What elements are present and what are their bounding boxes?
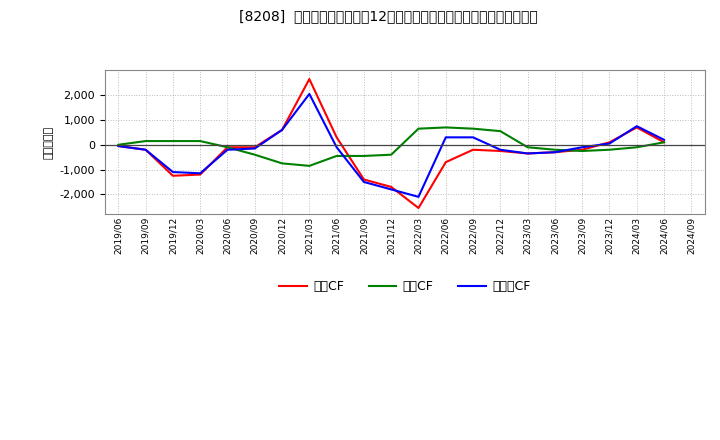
営業CF bbox=[551, 150, 559, 155]
フリーCF bbox=[496, 147, 505, 152]
フリーCF bbox=[278, 127, 287, 132]
フリーCF bbox=[223, 147, 232, 152]
投資CF bbox=[496, 128, 505, 134]
投資CF bbox=[523, 145, 532, 150]
投資CF bbox=[114, 142, 122, 147]
営業CF bbox=[660, 139, 668, 145]
投資CF bbox=[168, 139, 177, 144]
フリーCF bbox=[251, 146, 259, 151]
営業CF bbox=[278, 127, 287, 132]
Line: フリーCF: フリーCF bbox=[118, 94, 664, 197]
フリーCF bbox=[606, 141, 614, 146]
投資CF bbox=[632, 145, 641, 150]
営業CF bbox=[359, 177, 368, 182]
投資CF bbox=[196, 139, 204, 144]
フリーCF bbox=[141, 147, 150, 152]
営業CF bbox=[632, 125, 641, 130]
Text: [8208]  キャッシュフローの12か月移動合計の対前年同期増減額の推移: [8208] キャッシュフローの12か月移動合計の対前年同期増減額の推移 bbox=[240, 9, 538, 23]
営業CF bbox=[223, 145, 232, 150]
営業CF bbox=[333, 135, 341, 140]
フリーCF bbox=[551, 150, 559, 155]
投資CF bbox=[606, 147, 614, 152]
営業CF bbox=[141, 147, 150, 152]
投資CF bbox=[251, 152, 259, 158]
投資CF bbox=[441, 125, 450, 130]
フリーCF bbox=[469, 135, 477, 140]
投資CF bbox=[551, 147, 559, 152]
営業CF bbox=[387, 184, 395, 190]
営業CF bbox=[606, 139, 614, 145]
投資CF bbox=[387, 152, 395, 158]
フリーCF bbox=[578, 145, 587, 150]
投資CF bbox=[359, 153, 368, 158]
フリーCF bbox=[523, 151, 532, 156]
Y-axis label: （百万円）: （百万円） bbox=[44, 126, 54, 159]
フリーCF bbox=[114, 143, 122, 149]
フリーCF bbox=[387, 187, 395, 192]
投資CF bbox=[141, 139, 150, 144]
営業CF bbox=[469, 147, 477, 152]
営業CF bbox=[578, 147, 587, 152]
Legend: 営業CF, 投資CF, フリーCF: 営業CF, 投資CF, フリーCF bbox=[274, 275, 536, 298]
営業CF bbox=[196, 172, 204, 177]
投資CF bbox=[223, 145, 232, 150]
フリーCF bbox=[441, 135, 450, 140]
フリーCF bbox=[196, 171, 204, 176]
営業CF bbox=[168, 173, 177, 178]
フリーCF bbox=[632, 124, 641, 129]
投資CF bbox=[414, 126, 423, 131]
フリーCF bbox=[414, 194, 423, 199]
投資CF bbox=[333, 153, 341, 158]
営業CF bbox=[251, 145, 259, 150]
投資CF bbox=[578, 148, 587, 154]
営業CF bbox=[441, 159, 450, 165]
営業CF bbox=[523, 151, 532, 156]
フリーCF bbox=[660, 137, 668, 143]
フリーCF bbox=[359, 180, 368, 185]
投資CF bbox=[278, 161, 287, 166]
営業CF bbox=[414, 205, 423, 211]
フリーCF bbox=[333, 145, 341, 150]
Line: 営業CF: 営業CF bbox=[118, 79, 664, 208]
営業CF bbox=[496, 148, 505, 154]
フリーCF bbox=[305, 92, 314, 97]
営業CF bbox=[305, 77, 314, 82]
投資CF bbox=[305, 163, 314, 169]
営業CF bbox=[114, 143, 122, 149]
投資CF bbox=[660, 139, 668, 145]
フリーCF bbox=[168, 169, 177, 175]
投資CF bbox=[469, 126, 477, 131]
Line: 投資CF: 投資CF bbox=[118, 128, 664, 166]
